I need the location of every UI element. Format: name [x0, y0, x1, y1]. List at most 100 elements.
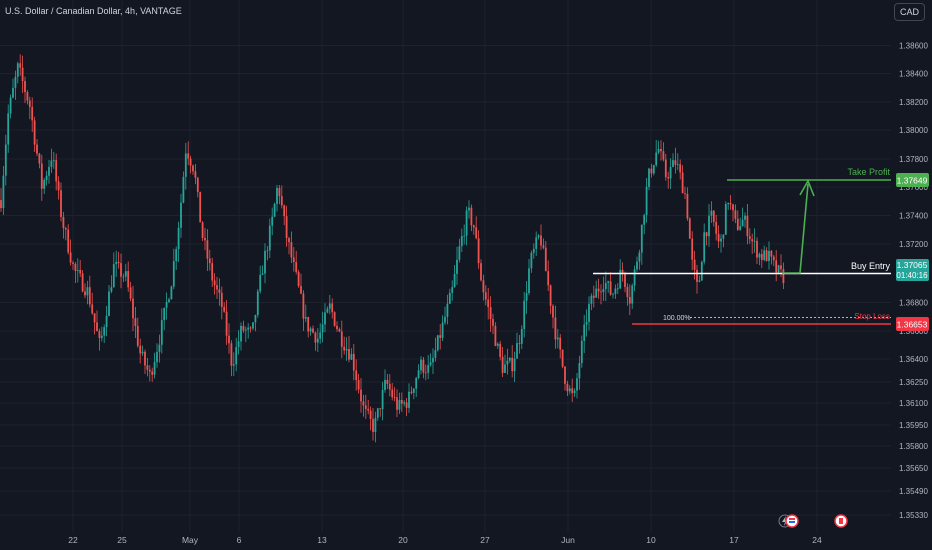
candle-body: [388, 383, 391, 390]
candle-body: [614, 288, 617, 294]
time-tick-label: 6: [237, 535, 242, 545]
candle-body: [734, 210, 737, 219]
candle-body: [151, 371, 154, 375]
candle-body: [422, 359, 425, 373]
candle-body: [633, 269, 636, 286]
candle-body: [489, 307, 492, 320]
candle-body: [268, 225, 271, 251]
candle-body: [288, 238, 290, 243]
candle-body: [14, 76, 17, 88]
candle-body: [228, 335, 230, 344]
candle-body: [669, 167, 672, 179]
candlestick-series: [0, 54, 785, 443]
candle-body: [81, 273, 84, 292]
time-axis[interactable]: 22 25 May 6 13 20 27 Jun 10 17 24: [68, 535, 822, 545]
candle-body: [676, 164, 679, 166]
currency-button[interactable]: CAD: [894, 3, 925, 21]
time-tick-label: 22: [68, 535, 78, 545]
candle-body: [621, 269, 624, 274]
candle-body: [424, 372, 427, 374]
candle-body: [57, 181, 60, 191]
candle-body: [148, 369, 151, 372]
candle-body: [696, 269, 698, 282]
candle-body: [88, 287, 91, 305]
candle-body: [439, 335, 442, 338]
candle-body: [408, 391, 410, 408]
candle-body: [369, 410, 372, 420]
candle-body: [103, 327, 106, 336]
candle-body: [72, 262, 74, 264]
candle-body: [616, 288, 619, 290]
candle-body: [38, 153, 41, 164]
price-tick-label: 1.37400: [899, 212, 928, 221]
candle-body: [566, 383, 569, 392]
candle-body: [448, 292, 451, 304]
candle-body: [542, 245, 545, 248]
candle-body: [300, 286, 302, 294]
candle-body: [237, 341, 240, 348]
candle-body: [650, 168, 653, 174]
candle-body: [372, 419, 374, 432]
candle-body: [662, 151, 665, 160]
candle-body: [360, 389, 362, 402]
candle-body: [504, 364, 506, 373]
candle-body: [518, 343, 521, 344]
candle-body: [158, 344, 161, 352]
flag-icon[interactable]: [834, 514, 848, 528]
candle-body: [595, 288, 598, 298]
price-scale[interactable]: 1.38600 1.38400 1.38200 1.38000 1.37800 1.376…: [899, 42, 928, 521]
candle-body: [134, 318, 137, 327]
candle-body: [525, 293, 528, 301]
candle-body: [199, 191, 202, 223]
projection-arrow[interactable]: [782, 183, 809, 274]
candle-body: [729, 203, 732, 205]
candle-body: [67, 229, 70, 253]
candle-body: [115, 261, 118, 265]
candle-body: [64, 228, 67, 230]
candle-body: [324, 312, 326, 325]
candle-body: [624, 273, 626, 287]
long-position-tool[interactable]: Take Profit Buy Entry Stop Loss 100.00%: [593, 167, 891, 325]
time-tick-label: 17: [729, 535, 739, 545]
candle-body: [177, 227, 180, 250]
price-tick-label: 1.35490: [899, 487, 928, 496]
candle-body: [398, 399, 401, 410]
candle-body: [172, 261, 175, 287]
candle-body: [556, 337, 559, 340]
candle-body: [117, 261, 120, 264]
candle-body: [494, 325, 497, 346]
price-tick-label: 1.37200: [899, 240, 928, 249]
candle-body: [374, 417, 377, 432]
candle-body: [182, 176, 185, 203]
candle-body: [744, 215, 746, 220]
candle-body: [436, 335, 439, 351]
symbol-title[interactable]: U.S. Dollar / Canadian Dollar, 4h, VANTA…: [5, 6, 182, 16]
candle-body: [768, 250, 770, 261]
chart-grid: [0, 0, 891, 532]
candle-body: [45, 175, 48, 181]
candle-body: [146, 365, 149, 370]
candle-body: [475, 227, 478, 239]
flag-icon[interactable]: [785, 514, 799, 528]
candle-body: [434, 350, 437, 358]
bar-countdown: 01:40:16: [896, 271, 928, 280]
price-tick-label: 1.38400: [899, 70, 928, 79]
candle-body: [535, 237, 538, 249]
candle-body: [43, 180, 46, 189]
candle-body: [412, 388, 415, 393]
time-tick-label: May: [182, 535, 199, 545]
current-price-badge: 1.37065 01:40:16: [896, 259, 929, 281]
candle-body: [223, 306, 226, 312]
candle-body: [780, 265, 782, 270]
candle-body: [55, 160, 58, 182]
candle-body: [273, 203, 276, 217]
candle-body: [26, 92, 29, 101]
candle-body: [657, 148, 660, 153]
candle-body: [225, 311, 228, 336]
candle-body: [590, 295, 593, 304]
candle-body: [751, 239, 754, 242]
svg-text:1.36653: 1.36653: [897, 320, 928, 330]
arrow-head-icon: [799, 179, 815, 197]
candle-body: [144, 351, 146, 366]
